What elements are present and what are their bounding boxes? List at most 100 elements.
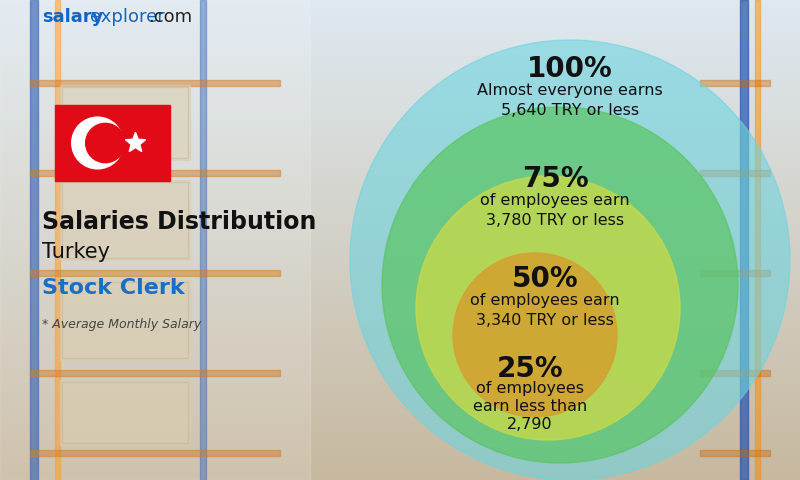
Bar: [700, 80, 770, 86]
Bar: [0, 96, 800, 105]
Bar: [0, 328, 800, 337]
Text: Salaries Distribution: Salaries Distribution: [42, 210, 316, 234]
Bar: [0, 464, 800, 473]
FancyBboxPatch shape: [60, 280, 190, 360]
Text: 2,790: 2,790: [507, 417, 553, 432]
FancyBboxPatch shape: [60, 84, 190, 160]
Bar: [30, 270, 280, 276]
Bar: [0, 448, 800, 457]
Text: 50%: 50%: [512, 265, 578, 293]
Bar: [0, 144, 800, 153]
Bar: [0, 224, 800, 233]
Bar: [0, 40, 800, 49]
Bar: [0, 160, 800, 169]
Bar: [740, 0, 748, 480]
Bar: [55, 0, 60, 480]
Circle shape: [350, 40, 790, 480]
Text: Almost everyone earns: Almost everyone earns: [477, 83, 663, 98]
Polygon shape: [126, 132, 146, 152]
Bar: [0, 400, 800, 409]
Bar: [30, 370, 280, 376]
Bar: [0, 120, 800, 129]
Bar: [0, 104, 800, 113]
Bar: [0, 176, 800, 185]
Bar: [0, 56, 800, 65]
Bar: [0, 280, 800, 289]
Bar: [0, 384, 800, 393]
Bar: [0, 336, 800, 345]
Circle shape: [416, 176, 680, 440]
Text: * Average Monthly Salary: * Average Monthly Salary: [42, 318, 202, 331]
Text: 3,780 TRY or less: 3,780 TRY or less: [486, 213, 624, 228]
Bar: [0, 112, 800, 121]
Bar: [700, 170, 770, 176]
Text: 5,640 TRY or less: 5,640 TRY or less: [501, 103, 639, 118]
Bar: [55, 105, 170, 181]
Bar: [0, 200, 800, 209]
Circle shape: [382, 107, 738, 463]
Bar: [755, 0, 760, 480]
Bar: [0, 88, 800, 97]
Bar: [0, 128, 800, 137]
Bar: [0, 208, 800, 217]
Bar: [0, 216, 800, 225]
Bar: [700, 270, 770, 276]
Bar: [0, 72, 800, 81]
Bar: [0, 168, 800, 177]
Bar: [700, 450, 770, 456]
FancyBboxPatch shape: [60, 180, 190, 260]
Bar: [0, 416, 800, 425]
Circle shape: [86, 123, 125, 163]
Text: .com: .com: [148, 8, 192, 26]
Bar: [0, 152, 800, 161]
Bar: [0, 232, 800, 241]
Bar: [0, 456, 800, 465]
Bar: [0, 64, 800, 73]
Text: of employees earn: of employees earn: [480, 193, 630, 208]
Bar: [0, 256, 800, 265]
Bar: [0, 304, 800, 313]
Bar: [0, 392, 800, 401]
Bar: [30, 450, 280, 456]
Circle shape: [453, 253, 617, 417]
Text: 3,340 TRY or less: 3,340 TRY or less: [476, 313, 614, 328]
Bar: [0, 8, 800, 17]
Bar: [0, 184, 800, 193]
Bar: [0, 248, 800, 257]
Bar: [0, 424, 800, 433]
Text: 75%: 75%: [522, 165, 588, 193]
Bar: [0, 312, 800, 321]
Text: salary: salary: [42, 8, 103, 26]
Text: earn less than: earn less than: [473, 399, 587, 414]
Bar: [0, 368, 800, 377]
Bar: [0, 288, 800, 297]
Bar: [0, 48, 800, 57]
Bar: [200, 0, 206, 480]
Bar: [0, 272, 800, 281]
Text: 100%: 100%: [527, 55, 613, 83]
Bar: [0, 408, 800, 417]
Circle shape: [72, 117, 123, 169]
Bar: [0, 440, 800, 449]
Bar: [0, 472, 800, 480]
Bar: [0, 344, 800, 353]
Bar: [0, 24, 800, 33]
Bar: [0, 32, 800, 41]
Bar: [30, 80, 280, 86]
Bar: [0, 240, 800, 249]
Text: of employees: of employees: [476, 381, 584, 396]
Text: Stock Clerk: Stock Clerk: [42, 278, 185, 298]
Bar: [0, 296, 800, 305]
Text: 25%: 25%: [497, 355, 563, 383]
Bar: [30, 170, 280, 176]
Text: of employees earn: of employees earn: [470, 293, 620, 308]
FancyBboxPatch shape: [60, 380, 190, 445]
Text: Turkey: Turkey: [42, 242, 110, 262]
Bar: [0, 360, 800, 369]
Bar: [0, 376, 800, 385]
Bar: [0, 432, 800, 441]
Bar: [0, 0, 800, 9]
Bar: [700, 370, 770, 376]
Bar: [0, 136, 800, 145]
Bar: [0, 264, 800, 273]
